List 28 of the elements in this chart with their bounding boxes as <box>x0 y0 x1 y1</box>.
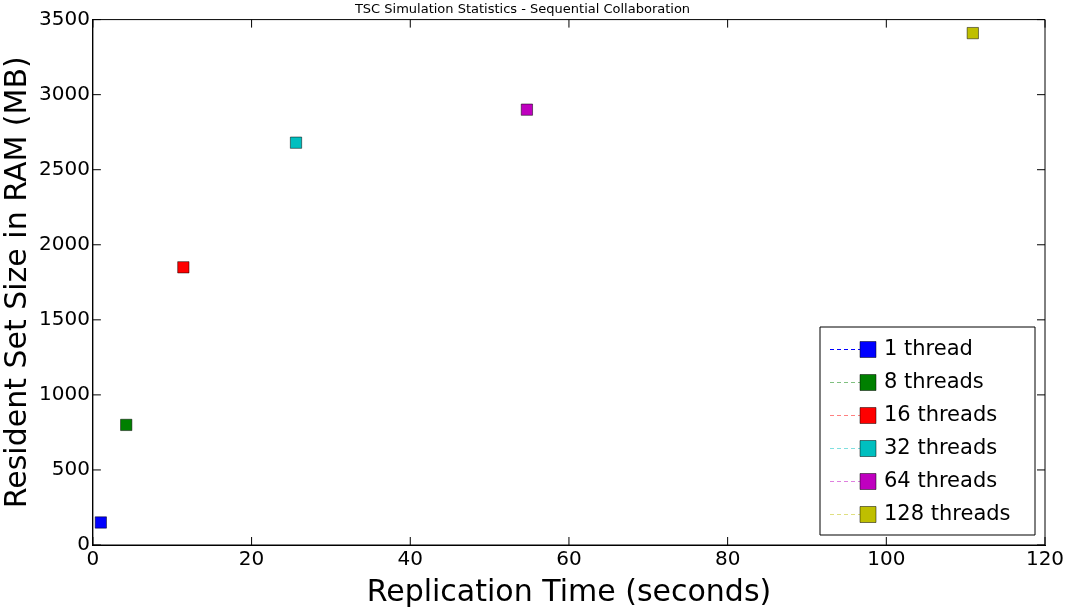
point <box>120 419 133 431</box>
x-tick-label: 40 <box>397 546 423 571</box>
y-tick-label: 1500 <box>38 306 90 331</box>
y-tick-label: 2500 <box>38 155 90 180</box>
x-axis-title: Replication Time (seconds) <box>366 572 772 608</box>
x-tick-label: 60 <box>556 546 582 571</box>
chart-title: TSC Simulation Statistics - Sequential Collaboration <box>353 1 691 17</box>
y-tick-label: 2000 <box>38 230 90 255</box>
point <box>966 27 979 40</box>
y-axis-title: Resident Set Size in RAM (MB) <box>0 56 33 509</box>
point <box>520 103 533 116</box>
point <box>177 261 190 274</box>
x-tick-label: 20 <box>238 546 265 571</box>
legend-label: 128 threads <box>884 500 1011 525</box>
y-tick-label: 500 <box>51 456 90 481</box>
legend-label: 64 threads <box>884 467 998 492</box>
x-tick-label: 100 <box>867 546 906 571</box>
y-tick-label: 1000 <box>38 381 90 406</box>
legend-label: 32 threads <box>884 434 998 459</box>
legend-label: 16 threads <box>884 401 998 426</box>
point <box>94 516 107 529</box>
legend-label: 1 thread <box>884 335 973 360</box>
point <box>290 136 302 149</box>
x-tick-label: 120 <box>1025 546 1065 571</box>
x-tick-label: 80 <box>714 546 741 571</box>
legend-label: 8 threads <box>884 368 984 393</box>
y-tick-label: 3500 <box>38 5 90 30</box>
y-tick-label: 3000 <box>38 80 90 105</box>
